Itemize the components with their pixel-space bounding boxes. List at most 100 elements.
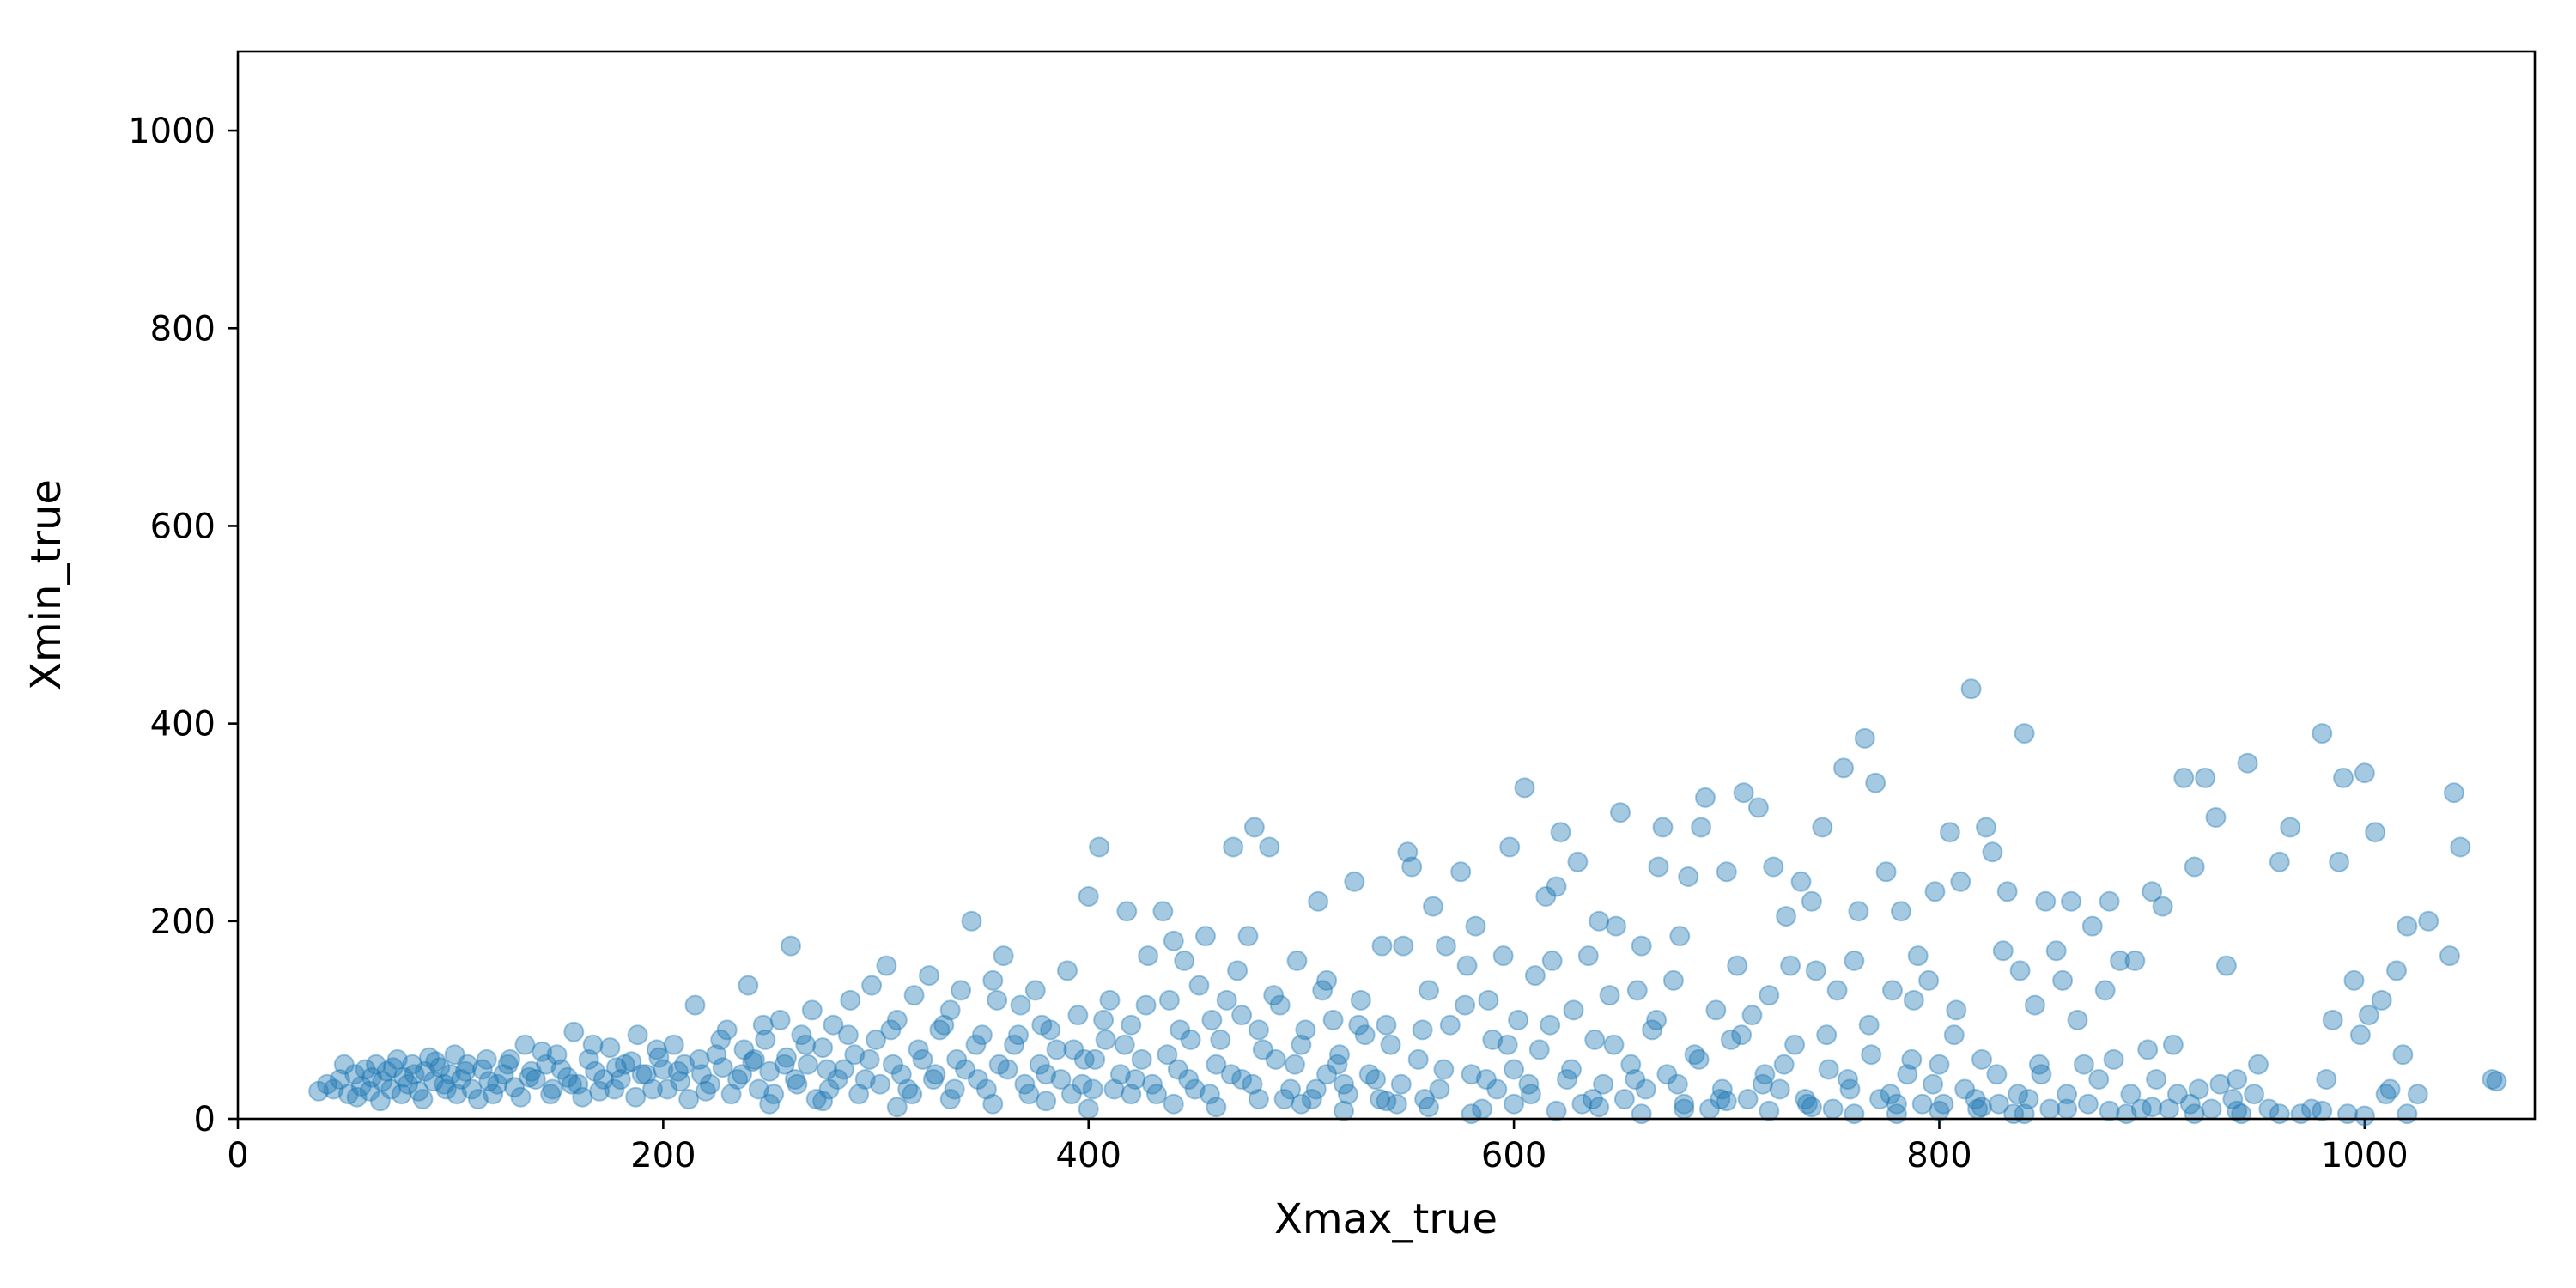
x-tick-label: 0 (227, 1136, 248, 1176)
scatter-point (1826, 980, 1848, 1001)
scatter-point (1890, 901, 1911, 922)
scatter-point (408, 1080, 429, 1102)
scatter-point (1263, 985, 1285, 1006)
scatter-point (1439, 1014, 1461, 1036)
scatter-point (1259, 836, 1280, 858)
scatter-point (1818, 1059, 1839, 1080)
scatter-point (691, 1064, 712, 1085)
scatter-point (2312, 723, 2333, 744)
scatter-point (866, 1029, 887, 1050)
scatter-point (1524, 965, 1546, 987)
scatter-point (727, 1069, 749, 1090)
scatter-point (733, 1039, 755, 1060)
scatter-point (2397, 915, 2418, 937)
scatter-point (1946, 999, 1967, 1021)
scatter-point (854, 1069, 876, 1090)
scatter-point (1988, 1093, 2009, 1115)
scatter-point (1982, 841, 2003, 863)
scatter-point (902, 1084, 923, 1105)
scatter-point (890, 1064, 912, 1085)
scatter-point (1180, 1029, 1201, 1050)
scatter-point (922, 1069, 944, 1090)
scatter-point (2205, 807, 2227, 828)
scatter-point (585, 1060, 606, 1082)
scatter-point (1078, 886, 1099, 907)
scatter-point (1142, 1073, 1163, 1095)
scatter-point (1674, 1098, 1695, 1120)
scatter-point (670, 1071, 691, 1092)
scatter-point (781, 935, 801, 957)
scatter-point (1976, 817, 1996, 838)
scatter-point (776, 1047, 797, 1068)
scatter-point (1386, 1093, 1407, 1115)
scatter-point (840, 989, 861, 1011)
scatter-point (951, 980, 972, 1001)
x-axis-label: Xmax_true (1274, 1195, 1498, 1243)
scatter-point (1589, 1097, 1610, 1118)
scatter-point (1674, 1093, 1695, 1115)
scatter-point (742, 1051, 763, 1072)
scatter-point (2110, 950, 2130, 971)
scatter-point (2081, 915, 2103, 937)
scatter-point (1121, 1014, 1142, 1036)
scatter-point (933, 1014, 955, 1036)
scatter-point (1986, 1064, 2008, 1085)
scatter-point (1060, 1084, 1082, 1105)
scatter-point (1571, 1093, 1593, 1115)
scatter-point (546, 1044, 568, 1066)
scatter-point (1897, 1064, 1918, 1085)
scatter-point (1072, 1073, 1093, 1095)
scatter-point (1546, 876, 1567, 897)
scatter-point (2073, 1054, 2094, 1075)
scatter-point (925, 1064, 946, 1085)
scatter-point (1747, 797, 1769, 818)
scatter-point (1376, 1091, 1397, 1112)
scatter-point (346, 1086, 368, 1108)
scatter-point (1541, 950, 1563, 971)
scatter-point (2184, 1103, 2205, 1125)
scatter-point (1125, 1069, 1146, 1090)
scatter-point (1008, 1024, 1029, 1046)
scatter-point (744, 1048, 765, 1070)
scatter-point (1646, 1009, 1668, 1030)
scatter-point (1561, 1059, 1582, 1080)
scatter-point (1844, 1103, 1865, 1125)
data-points (308, 678, 2507, 1127)
scatter-point (769, 1009, 791, 1030)
scatter-point (1063, 1039, 1084, 1060)
x-tick-label: 200 (630, 1136, 696, 1176)
scatter-point (817, 1059, 838, 1080)
scatter-point (886, 1009, 908, 1030)
scatter-point (422, 1071, 444, 1092)
scatter-point (605, 1057, 627, 1078)
scatter-point (476, 1048, 497, 1070)
scatter-point (1833, 757, 1854, 779)
scatter-point (1419, 1097, 1439, 1118)
scatter-point (1199, 1084, 1220, 1105)
scatter-point (1308, 890, 1329, 912)
scatter-point (1188, 975, 1210, 996)
scatter-point (674, 1054, 696, 1075)
scatter-point (1184, 1078, 1206, 1100)
scatter-point (1563, 999, 1584, 1021)
scatter-point (1711, 1078, 1733, 1100)
scatter-point (1550, 822, 1571, 843)
scatter-point (1295, 1019, 1316, 1041)
scatter-point (504, 1077, 525, 1098)
scatter-point (1790, 871, 1812, 892)
scatter-point (1195, 926, 1216, 947)
scatter-point (461, 1078, 483, 1100)
scatter-point (812, 1091, 834, 1112)
scatter-point (1157, 1044, 1178, 1066)
scatter-point (2269, 851, 2290, 872)
scatter-point (2166, 1084, 2188, 1105)
scatter-point (861, 975, 883, 996)
scatter-point (593, 1069, 614, 1090)
scatter-point (695, 1080, 716, 1102)
scatter-point (1131, 1048, 1152, 1070)
scatter-point (2280, 817, 2301, 838)
scatter-point (1924, 881, 1946, 902)
scatter-point (380, 1078, 402, 1100)
scatter-point (2486, 1071, 2507, 1092)
scatter-point (1084, 1048, 1106, 1070)
